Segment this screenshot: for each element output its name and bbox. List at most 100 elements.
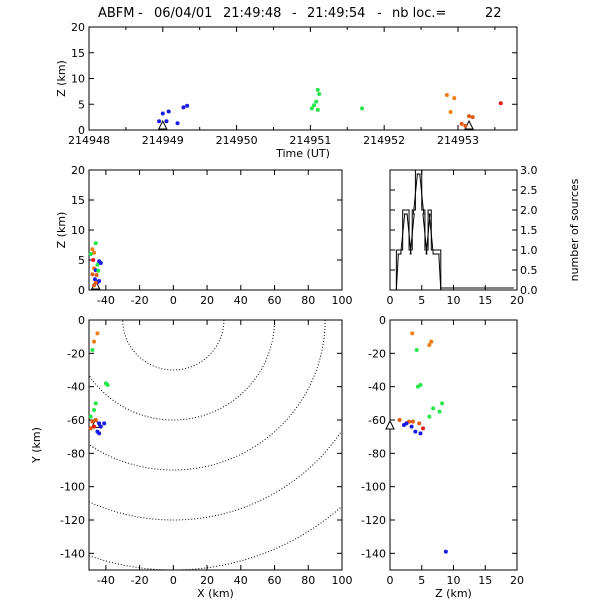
- title-count-label: nb loc.=: [392, 6, 446, 21]
- title-end-time: 21:49:54: [307, 6, 365, 21]
- x-tick-label: -40: [97, 574, 115, 587]
- source-point: [397, 418, 402, 422]
- source-point: [413, 429, 418, 434]
- source-point: [92, 339, 97, 344]
- x-tick-label: 100: [332, 574, 353, 587]
- source-point: [90, 348, 95, 352]
- plan_view-range-rings: [89, 320, 342, 570]
- y-tick-label: -120: [361, 514, 386, 527]
- source-point: [427, 343, 432, 347]
- x-tick-label: 15: [478, 574, 492, 587]
- source-point: [409, 424, 414, 429]
- panel-plan_view: -40 -20 0 20 40 60 80 100 0 -20 -40 -60 -80 -100 -120 -…: [30, 314, 353, 600]
- source-point: [95, 262, 100, 267]
- x-tick-label: 214948: [68, 134, 110, 147]
- y-tick-label: 5: [78, 254, 85, 267]
- title-separator-1: -: [138, 6, 143, 21]
- x-axis-label: X (km): [197, 587, 234, 600]
- source-point: [463, 123, 468, 128]
- source-point: [467, 114, 472, 119]
- y-tick-label: 0: [379, 314, 386, 327]
- x-tick-label: 80: [301, 294, 315, 307]
- source-point: [90, 247, 95, 252]
- y-tick-label: -140: [361, 547, 386, 560]
- time_height-frame: [88, 26, 518, 131]
- source-point: [427, 414, 432, 419]
- x-tick-label: 40: [234, 574, 248, 587]
- source-point: [452, 96, 457, 101]
- y-tick-label: 20: [71, 21, 85, 34]
- x-tick-label: 10: [447, 294, 461, 307]
- source-point: [417, 421, 422, 426]
- x-tick-label: 20: [510, 294, 524, 307]
- title-network: ABFM: [98, 6, 135, 21]
- title-count-value: 22: [485, 6, 502, 21]
- source-point: [415, 384, 420, 389]
- y-tick-label: 0.5: [520, 264, 538, 277]
- source-point: [92, 250, 97, 255]
- x-tick-label: 15: [478, 294, 492, 307]
- source-point: [418, 431, 423, 436]
- plan_view-frame: [88, 319, 343, 571]
- source-point: [97, 431, 102, 436]
- source-point: [88, 414, 93, 419]
- source-point: [93, 401, 98, 406]
- source-point: [312, 103, 317, 108]
- source-point: [498, 101, 503, 106]
- source-point: [92, 424, 97, 429]
- histogram-inner-outline: [395, 173, 442, 291]
- x-tick-label: 0: [387, 574, 394, 587]
- source-point: [92, 277, 97, 282]
- x-axis-label: Time (UT): [275, 147, 330, 160]
- x-axis-label: Z (km): [435, 587, 472, 600]
- x-tick-label: 20: [510, 574, 524, 587]
- source-point: [309, 106, 314, 111]
- source-point: [90, 419, 95, 424]
- y-axis-label: Z (km): [55, 212, 68, 249]
- y-tick-label: -100: [361, 481, 386, 494]
- source-point: [470, 115, 475, 120]
- y-tick-label: 2.0: [520, 204, 538, 217]
- source-point: [157, 119, 162, 124]
- x-tick-label: 0: [387, 294, 394, 307]
- source-point: [88, 426, 93, 431]
- x-tick-label: 214953: [437, 134, 479, 147]
- y-tick-label: -80: [368, 447, 386, 460]
- x-tick-label: 214950: [216, 134, 258, 147]
- x_height-frame: [88, 169, 343, 291]
- x-tick-label: 0: [170, 294, 177, 307]
- y-tick-label: 3.0: [520, 164, 538, 177]
- y-tick-label: -80: [67, 447, 85, 460]
- source-point: [97, 421, 102, 426]
- station-triangle: [385, 419, 395, 430]
- range-ring: [122, 320, 225, 371]
- height_y-frame: [389, 319, 518, 571]
- source-point: [93, 241, 98, 246]
- y-tick-label: 1.5: [520, 224, 538, 237]
- y-axis-label: number of sources: [568, 178, 581, 281]
- y-tick-label: -20: [368, 347, 386, 360]
- x-tick-label: 214949: [142, 134, 184, 147]
- source-point: [410, 331, 415, 336]
- x-tick-label: 10: [447, 574, 461, 587]
- y-tick-label: 1.0: [520, 244, 538, 257]
- source-point: [166, 109, 171, 114]
- source-point: [98, 424, 103, 429]
- source-point: [421, 426, 426, 431]
- y-tick-label: 15: [71, 194, 85, 207]
- figure-title: ABFM - 06/04/01 21:49:48 - 21:49:54 - nb…: [98, 6, 502, 21]
- y-tick-label: 10: [71, 224, 85, 237]
- source-point: [102, 421, 107, 426]
- x-tick-label: 20: [200, 574, 214, 587]
- source-point: [88, 252, 93, 256]
- source-point: [431, 406, 436, 411]
- source-point: [317, 91, 322, 96]
- y-tick-label: -40: [368, 381, 386, 394]
- source-point: [105, 383, 110, 387]
- source-point: [315, 87, 320, 92]
- y-tick-label: -60: [368, 414, 386, 427]
- y-tick-label: 0.0: [520, 284, 538, 297]
- x-tick-label: 80: [301, 574, 315, 587]
- source-point: [90, 272, 95, 277]
